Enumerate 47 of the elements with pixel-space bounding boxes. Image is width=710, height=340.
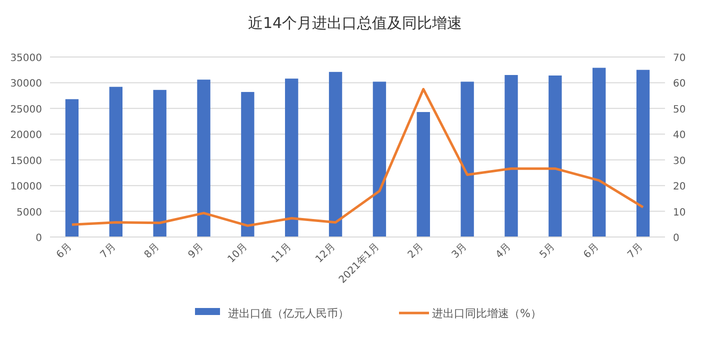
bar	[504, 75, 518, 237]
bar	[328, 72, 342, 237]
x-tick-label: 11月	[270, 241, 294, 266]
y-tick-label: 25000	[10, 104, 42, 116]
x-tick-label: 9月	[186, 241, 206, 261]
y2-tick-label: 40	[673, 130, 686, 142]
x-tick-label: 3月	[450, 241, 470, 261]
x-tick-label: 6月	[582, 241, 602, 261]
legend-label: 进出口值（亿元人民币）	[228, 307, 349, 320]
bar	[197, 80, 210, 237]
x-tick-label: 12月	[314, 241, 338, 266]
bar	[592, 68, 606, 237]
x-tick-label: 7月	[98, 241, 118, 261]
y2-tick-label: 20	[673, 182, 686, 193]
bar	[416, 112, 430, 237]
y2-tick-label: 0	[673, 233, 680, 244]
bar	[241, 92, 254, 237]
bar	[65, 99, 79, 237]
line-series	[70, 88, 644, 227]
y2-tick-label: 30	[673, 156, 686, 167]
y-tick-label: 10000	[10, 182, 42, 193]
bar	[153, 90, 166, 237]
x-tick-label: 7月	[626, 241, 646, 261]
x-tick-label: 4月	[494, 241, 514, 261]
y-tick-label: 0	[36, 233, 42, 244]
bar	[285, 78, 298, 237]
y2-tick-label: 60	[673, 78, 686, 90]
bar	[372, 82, 386, 237]
y2-tick-label: 50	[673, 104, 686, 116]
x-tick-label: 6月	[54, 241, 74, 261]
legend-label: 进出口同比增速（%）	[432, 307, 542, 320]
y-tick-label: 30000	[10, 78, 42, 90]
bar	[460, 82, 474, 237]
y2-tick-label: 70	[673, 53, 686, 64]
x-tick-label: 5月	[538, 241, 558, 261]
bar	[548, 76, 562, 237]
y-tick-label: 5000	[16, 207, 42, 218]
bar	[636, 70, 650, 237]
chart-title: 近14个月进出口总值及同比增速	[248, 14, 462, 32]
x-tick-label: 10月	[226, 241, 250, 266]
y-tick-label: 35000	[10, 53, 42, 64]
x-tick-label: 2月	[406, 241, 426, 261]
y-tick-label: 20000	[10, 130, 42, 142]
bar	[109, 86, 122, 237]
y2-tick-label: 10	[673, 207, 686, 218]
y-tick-label: 15000	[10, 156, 42, 167]
x-tick-label: 8月	[142, 241, 162, 261]
